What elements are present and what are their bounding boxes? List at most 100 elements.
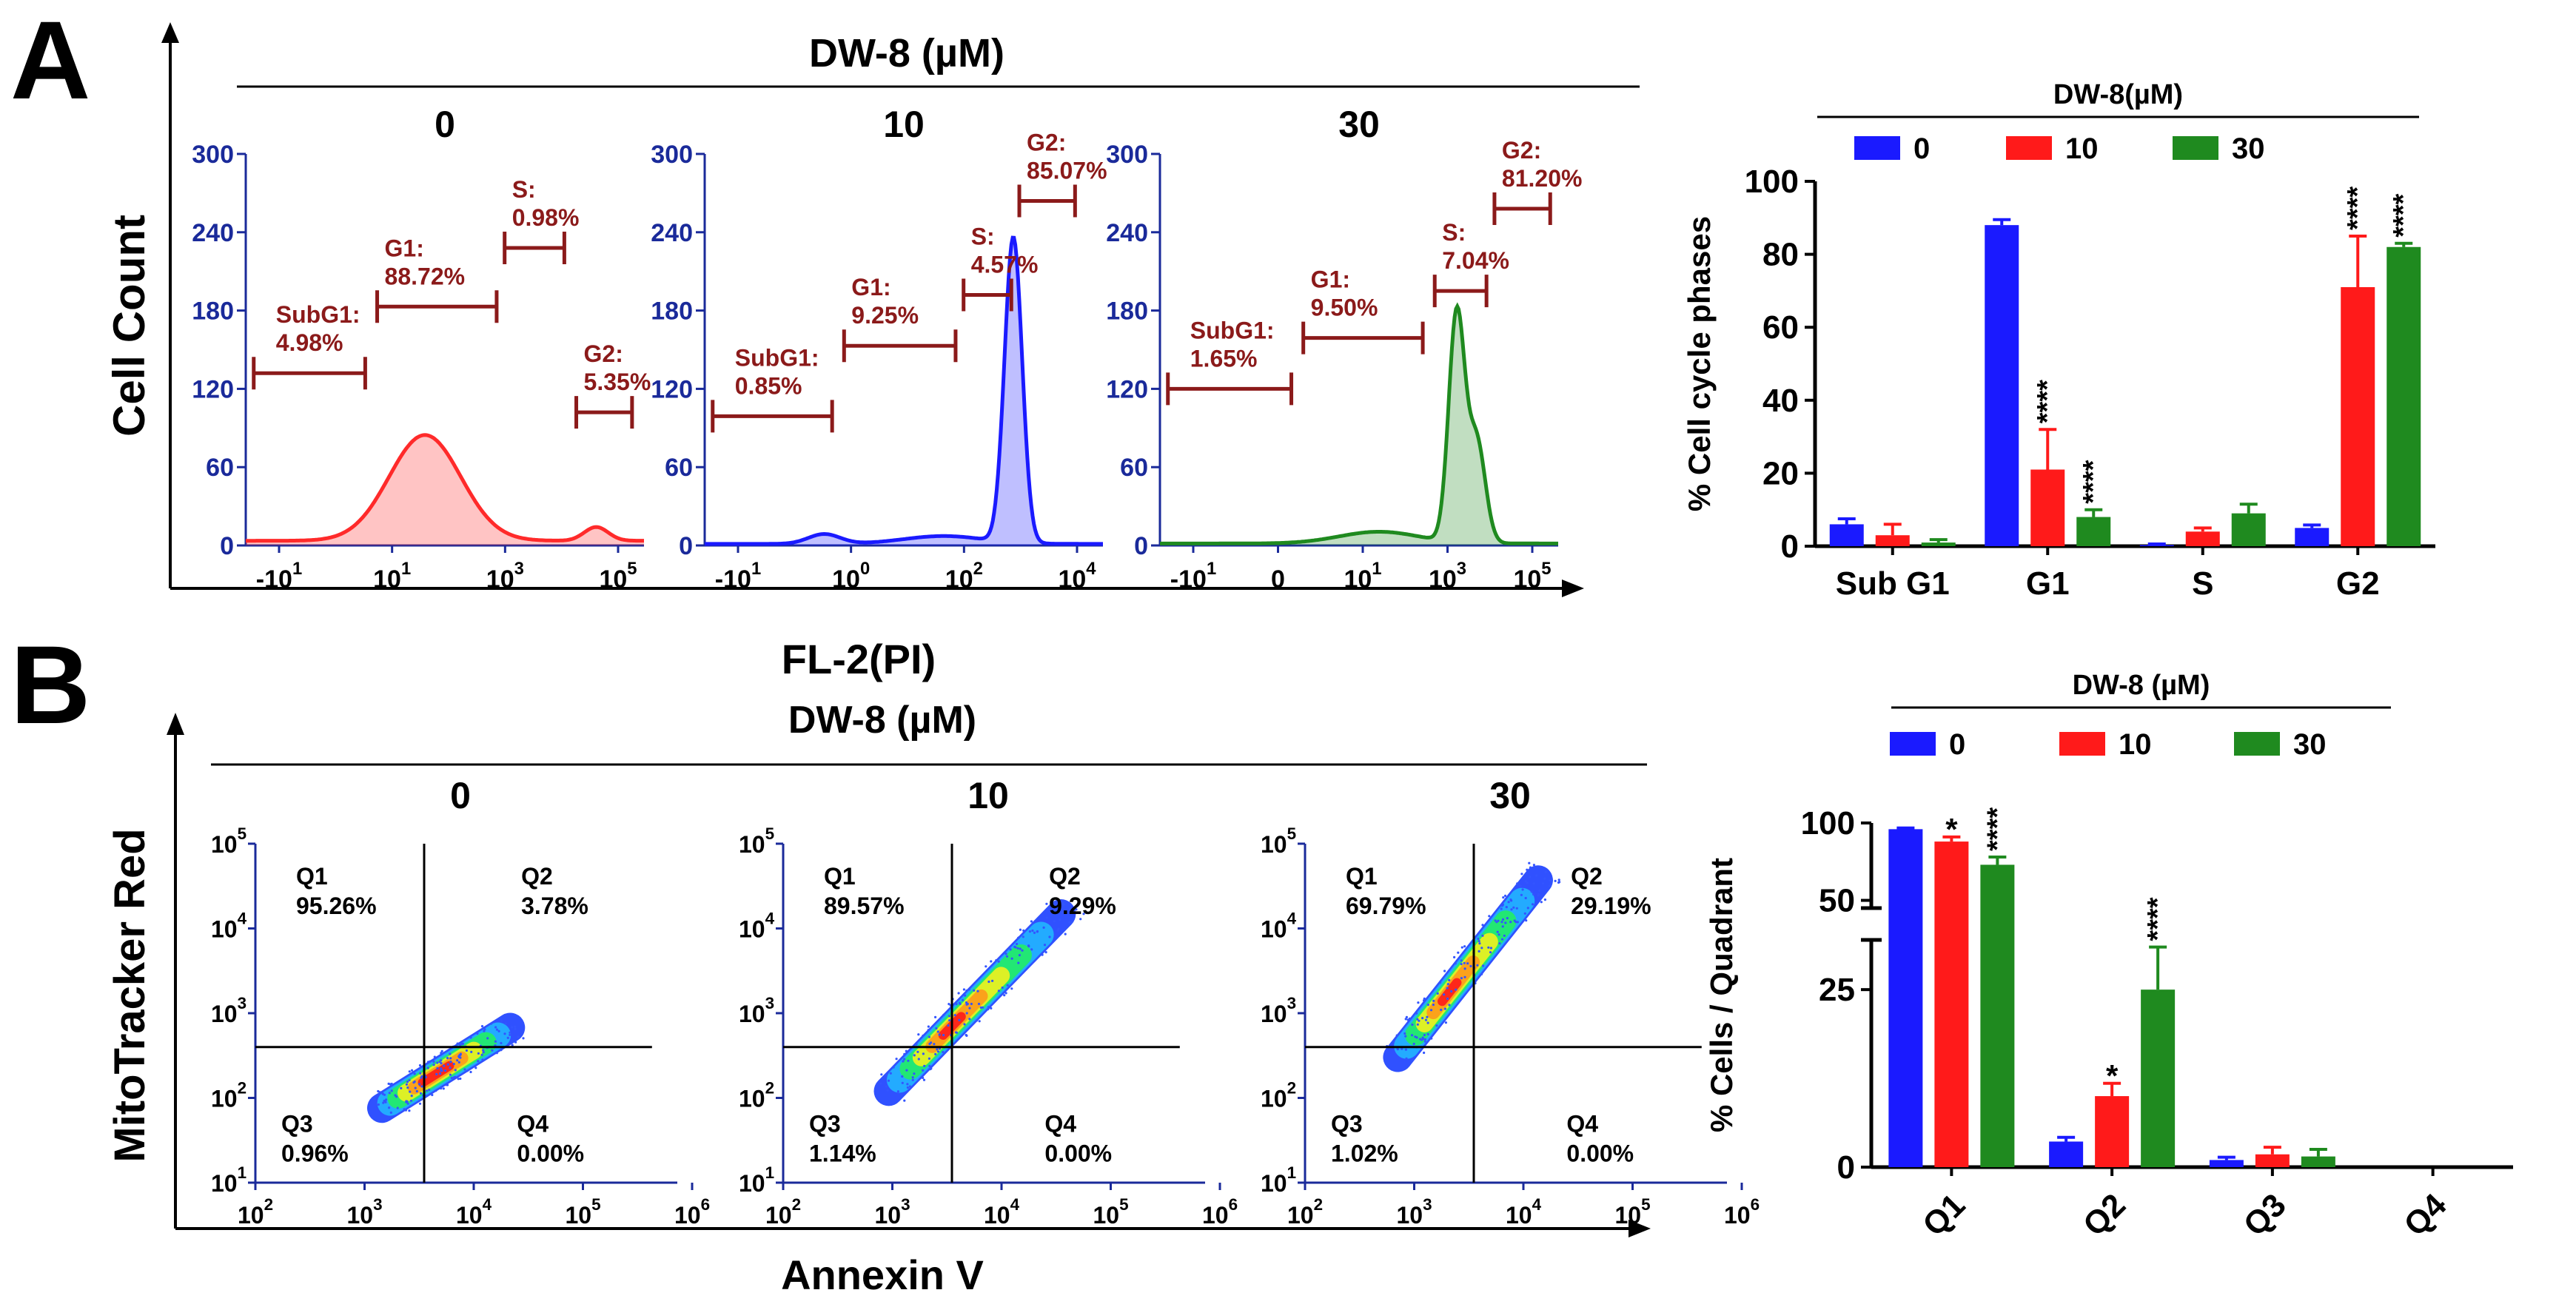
scatter-x-tick-label: 103 (346, 1195, 382, 1229)
quadrant-name: Q1 (824, 863, 856, 890)
scatter-point (1554, 879, 1557, 882)
scatter-point (1541, 882, 1545, 885)
scatter-point (454, 1069, 457, 1072)
scatter-x-tick-label: 105 (1614, 1195, 1650, 1229)
scatter-point (957, 992, 960, 995)
scatter-point (913, 1054, 916, 1057)
scatter-point (1075, 908, 1078, 911)
scatter-point (1466, 962, 1469, 965)
scatter-point (928, 1042, 931, 1046)
scatter-point (1082, 913, 1085, 915)
scatter-point (428, 1088, 431, 1092)
histogram-dose-label: 30 (1338, 104, 1380, 145)
scatter-point (1443, 970, 1446, 972)
bar-legend-title: DW-8(µM) (2053, 79, 2183, 110)
scatter-point (1392, 1040, 1395, 1044)
quadrant-percent: 0.00% (1044, 1140, 1112, 1166)
scatter-point (935, 1027, 938, 1030)
scatter-y-tick-label: 102 (1261, 1079, 1296, 1112)
scatter-point (930, 1067, 933, 1070)
scatter-point (936, 1048, 939, 1051)
significance-label: * (2106, 1058, 2119, 1093)
scatter-point (495, 1028, 499, 1031)
scatter-point (450, 1076, 453, 1080)
bar-10-S (2185, 531, 2220, 546)
scatter-point (1412, 1058, 1415, 1061)
scatter-point (955, 1031, 958, 1034)
scatter-point (1481, 934, 1484, 937)
scatter-point (497, 1029, 500, 1032)
scatter-point (1446, 987, 1449, 990)
bar-chart-2: DW-8 (µM) 0 10 30 0 25 50 100 % Cells / Quadrant… (1704, 670, 2513, 1243)
significance-label: **** (1982, 807, 2013, 851)
scatter-point (1495, 921, 1498, 924)
gate-name: G1: (851, 274, 890, 300)
histogram-y-tick-label: 180 (192, 298, 234, 326)
quadrant-name: Q4 (517, 1110, 549, 1137)
scatter-point (968, 1007, 971, 1009)
bar-30-Q3 (2301, 1156, 2335, 1167)
scatter-point (1014, 946, 1017, 949)
scatter-dose-label: 10 (967, 775, 1009, 816)
scatter-point (1463, 961, 1466, 964)
scatter-point (388, 1092, 391, 1095)
scatter-point (1410, 1034, 1414, 1037)
scatter-point (373, 1098, 376, 1101)
bar-10-G2 (2341, 286, 2375, 546)
scatter-point (440, 1067, 443, 1070)
scatter-point (445, 1083, 448, 1086)
scatter-point (1036, 930, 1039, 933)
scatter-point (432, 1061, 435, 1064)
scatter-point (887, 1079, 890, 1082)
scatter-point (1423, 1051, 1426, 1055)
scatter-point (474, 1066, 477, 1069)
scatter-point (965, 990, 968, 992)
scatter-point (997, 960, 1000, 963)
scatter-point (452, 1076, 455, 1079)
scatter-point (1424, 1018, 1428, 1021)
scatter-point (1460, 946, 1463, 949)
scatter-density (367, 1012, 526, 1123)
bar-category-label: Q3 (2237, 1187, 2293, 1243)
scatter-point (420, 1085, 423, 1088)
scatter-point (975, 1019, 978, 1022)
bar-category-label: G2 (2336, 565, 2380, 602)
scatter-point (506, 1036, 509, 1039)
scatter-point (465, 1049, 469, 1052)
scatter-point (1430, 1037, 1433, 1040)
scatter-point (896, 1090, 899, 1093)
bar-category-label: Q1 (1916, 1187, 1972, 1243)
histogram-y-tick-label: 240 (192, 219, 234, 247)
scatter-point (1500, 907, 1503, 910)
scatter-point (432, 1064, 435, 1066)
scatter-point (901, 1081, 904, 1084)
bar-category-label: Q2 (2076, 1187, 2133, 1243)
histogram-y-tick-label: 60 (1120, 454, 1148, 482)
scatter-point (970, 1002, 973, 1006)
scatter-point (903, 1099, 906, 1102)
scatter-point (440, 1049, 443, 1052)
scatter-point (1404, 1018, 1407, 1021)
scatter-point (1021, 949, 1024, 952)
scatter-point (1004, 992, 1007, 995)
quadrant-name: Q3 (281, 1110, 313, 1137)
scatter-point (1405, 1015, 1408, 1018)
scatter-point (1463, 967, 1466, 970)
panel-b-x-arrow (1629, 1220, 1651, 1237)
scatter-x-tick-label: 104 (1506, 1195, 1542, 1229)
scatter-point (1426, 1032, 1429, 1035)
histogram-curve (705, 235, 1103, 546)
bar-y-tick-label: 0 (1781, 528, 1799, 565)
scatter-point (449, 1061, 452, 1064)
scatter-x-tick-label: 102 (765, 1195, 801, 1229)
scatter-point (1489, 947, 1492, 950)
legend-label: 30 (2232, 132, 2265, 165)
scatter-density (1383, 861, 1561, 1072)
scatter-point (1010, 987, 1013, 990)
scatter-point (449, 1066, 452, 1069)
scatter-point (1557, 878, 1560, 881)
scatter-x-tick-label: 105 (565, 1195, 600, 1229)
scatter-point (1006, 984, 1009, 987)
scatter-point (1460, 959, 1463, 962)
scatter-point (456, 1059, 459, 1062)
